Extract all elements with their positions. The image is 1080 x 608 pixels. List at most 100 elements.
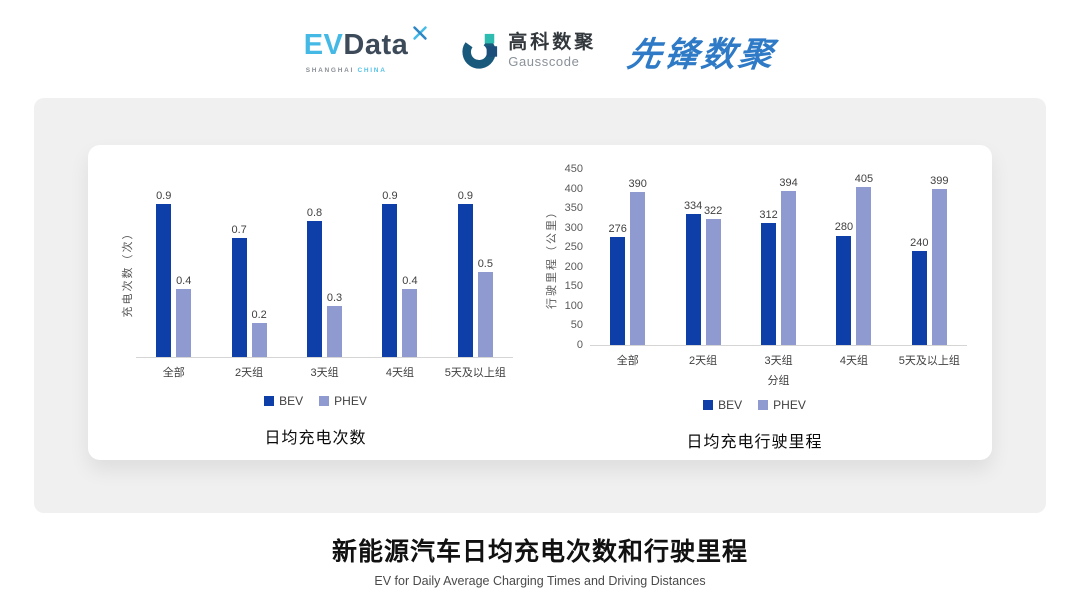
legend: BEV PHEV — [118, 394, 513, 408]
page-subtitle: EV for Daily Average Charging Times and … — [374, 574, 706, 588]
y-tick-label: 150 — [564, 280, 583, 293]
category-label: 4天组 — [839, 355, 868, 367]
plot-column: 276 390 334 322 312 394 280 405 240 399 全部 2天组 3天组 4天… — [590, 145, 967, 388]
category-label: 3天组 — [764, 355, 793, 367]
bar-column: 240 — [910, 237, 929, 345]
gausscode-en-text: Gausscode — [508, 54, 580, 70]
page-title: 新能源汽车日均充电次数和行驶里程 — [331, 538, 748, 566]
bar-bev — [836, 235, 852, 345]
bar-value-label: 0.9 — [382, 189, 398, 202]
legend-label: PHEV — [773, 398, 806, 412]
bar-value-label: 0.3 — [326, 291, 343, 304]
y-tick-label: 350 — [564, 202, 583, 215]
evdata-logo: EVData SHANGHAI CHINA — [303, 25, 430, 74]
category-label: 3天组 — [310, 367, 339, 379]
legend-label: BEV — [718, 398, 743, 412]
y-axis-title: 充电次数（次） — [122, 226, 134, 318]
logo-bar: EVData SHANGHAI CHINA 高科数聚 Gausscode 先锋数… — [0, 0, 1080, 98]
bar-value-label: 390 — [628, 178, 647, 191]
bar-value-label: 0.5 — [477, 257, 493, 270]
bar-bev — [457, 204, 473, 357]
bar-value-label: 0.4 — [176, 274, 192, 287]
charts-card: 充电次数（次） 0.9 0.4 0.7 0.2 0.8 0.3 0.9 0.4 0.9 0.5 全部 2… — [88, 145, 992, 460]
y-tick-label: 200 — [564, 260, 583, 273]
bar-group: 0.9 0.4 — [136, 187, 211, 357]
bar-column: 0.9 — [458, 190, 473, 357]
bar-phev — [630, 192, 646, 345]
bar-value-label: 312 — [759, 208, 778, 221]
bar-phev — [781, 190, 797, 345]
evdata-subtext: SHANGHAI CHINA — [306, 67, 387, 74]
bar-bev — [231, 238, 247, 357]
legend-item: BEV — [703, 398, 742, 412]
driving-distance-chart: 行驶里程（公里） 450 400 350 300 250 200 150 100 50 0 276 39… — [542, 145, 967, 460]
bar-group: 0.8 0.3 — [287, 187, 362, 357]
category-labels-row: 全部 2天组 3天组 4天组 5天及以上组 — [136, 358, 513, 380]
bar-group: 0.7 0.2 — [211, 187, 286, 357]
pinwheel-x-icon — [413, 25, 428, 40]
category-label: 全部 — [616, 355, 639, 367]
bar-column: 312 — [759, 208, 778, 345]
bar-group: 276 390 — [590, 169, 665, 345]
y-tick-label: 300 — [564, 221, 583, 234]
bar-column: 0.9 — [156, 190, 171, 357]
bar-column: 0.2 — [251, 309, 267, 357]
bar-bev — [156, 204, 172, 357]
category-label: 2天组 — [689, 355, 718, 367]
gray-panel: 充电次数（次） 0.9 0.4 0.7 0.2 0.8 0.3 0.9 0.4 0.9 0.5 全部 2… — [34, 98, 1046, 513]
bar-column: 0.4 — [402, 275, 418, 357]
x-axis-title: 分组 — [767, 375, 790, 387]
bar-value-label: 0.8 — [306, 206, 323, 219]
bar-phev — [477, 272, 493, 357]
pioneer-shuju-logo: 先锋数聚 — [625, 35, 779, 74]
bar-column: 280 — [835, 221, 853, 345]
category-label: 2天组 — [235, 367, 264, 379]
bar-group: 334 322 — [665, 169, 740, 345]
chart-title: 日均充电次数 — [264, 430, 367, 447]
bar-value-label: 405 — [854, 172, 874, 185]
bar-bev — [685, 214, 701, 345]
legend-item: BEV — [264, 394, 303, 408]
category-label: 5天及以上组 — [444, 367, 506, 379]
plot-area: 0.9 0.4 0.7 0.2 0.8 0.3 0.9 0.4 0.9 0.5 — [136, 187, 513, 358]
y-axis-title-column: 行驶里程（公里） — [542, 145, 560, 388]
bar-phev — [705, 219, 721, 345]
evdata-shanghai-text: SHANGHAI — [305, 66, 354, 74]
category-label: 全部 — [162, 367, 185, 379]
y-tick-label: 0 — [576, 339, 583, 351]
bar-value-label: 394 — [779, 176, 798, 189]
bar-phev — [402, 289, 418, 357]
legend-swatch — [264, 396, 275, 406]
bar-phev — [176, 289, 192, 357]
bar-phev — [856, 186, 872, 345]
evdata-data-text: Data — [343, 28, 409, 61]
bar-group: 312 394 — [741, 169, 816, 345]
bar-column: 0.3 — [327, 292, 342, 357]
bar-column: 0.4 — [176, 275, 191, 357]
bar-column: 0.5 — [478, 258, 493, 357]
bar-bev — [761, 222, 777, 345]
gausscode-logo: 高科数聚 Gausscode — [461, 32, 596, 70]
legend-item: PHEV — [758, 398, 806, 412]
legend: BEV PHEV — [542, 398, 967, 412]
plot-area: 276 390 334 322 312 394 280 405 240 399 — [590, 169, 967, 346]
charging-times-chart: 充电次数（次） 0.9 0.4 0.7 0.2 0.8 0.3 0.9 0.4 0.9 0.5 全部 2… — [118, 145, 513, 460]
bar-group: 0.9 0.4 — [362, 187, 437, 357]
bar-column: 0.7 — [231, 223, 247, 357]
bar-value-label: 0.9 — [156, 189, 172, 202]
evdata-ev-text: EV — [303, 28, 344, 61]
chart-body: 充电次数（次） 0.9 0.4 0.7 0.2 0.8 0.3 0.9 0.4 0.9 0.5 全部 2… — [118, 145, 513, 380]
bar-bev — [382, 204, 398, 357]
g-mark-icon — [462, 33, 498, 69]
bar-value-label: 334 — [683, 200, 703, 213]
y-axis-tick-labels: 450 400 350 300 250 200 150 100 50 0 — [560, 145, 590, 388]
category-labels-row: 全部 2天组 3天组 4天组 5天及以上组 — [590, 346, 967, 368]
bar-group: 280 405 — [816, 169, 891, 345]
bar-phev — [327, 306, 343, 357]
evdata-china-text: CHINA — [357, 66, 387, 74]
bar-column: 390 — [628, 178, 647, 345]
bar-value-label: 0.7 — [231, 223, 247, 236]
y-tick-label: 50 — [570, 319, 583, 332]
legend-swatch — [319, 396, 330, 406]
